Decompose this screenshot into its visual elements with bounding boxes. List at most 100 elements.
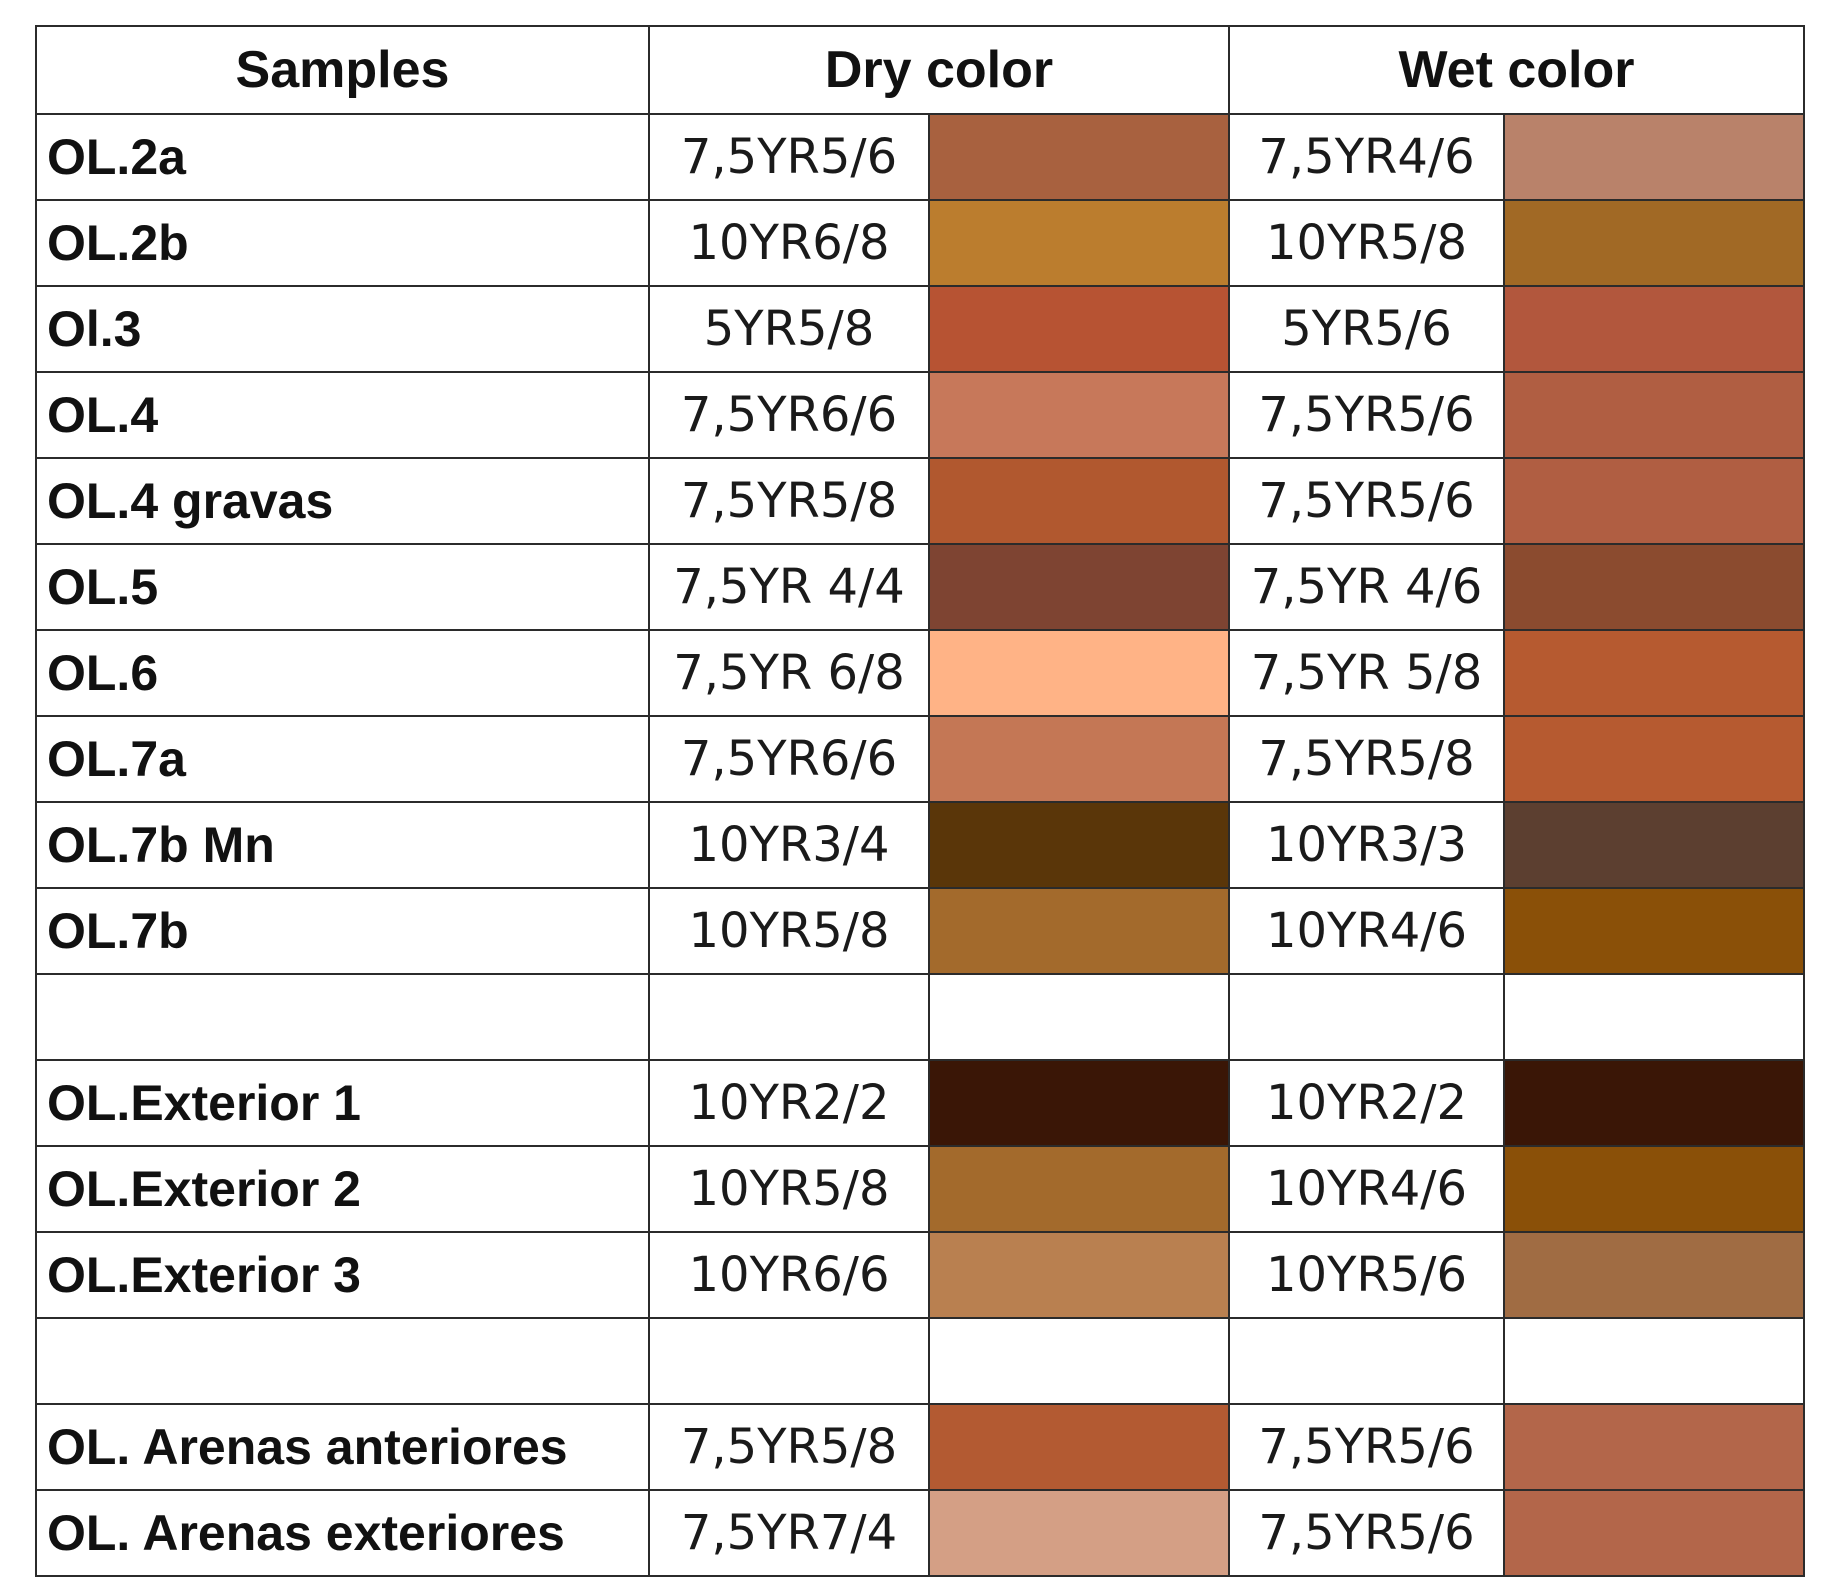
- wet-color-swatch[interactable]: [1505, 459, 1805, 543]
- wet-color-swatch[interactable]: [1505, 631, 1805, 715]
- table-row: OL.6 7,5YR 6/8 7,5YR 5/8: [35, 631, 1805, 717]
- table-row: OL.Exterior 1 10YR2/2 10YR2/2: [35, 1061, 1805, 1147]
- wet-code-cell[interactable]: 7,5YR4/6: [1230, 115, 1505, 199]
- table-row: OL.7a 7,5YR6/6 7,5YR5/8: [35, 717, 1805, 803]
- wet-code-cell[interactable]: 10YR4/6: [1230, 1147, 1505, 1231]
- color-table: Samples Dry color Wet color OL.2a 7,5YR5/…: [35, 25, 1805, 1577]
- sample-name-cell[interactable]: OL.Exterior 2: [35, 1147, 650, 1231]
- wet-color-swatch[interactable]: [1505, 717, 1805, 801]
- dry-color-swatch[interactable]: [930, 1319, 1230, 1403]
- sample-name-cell[interactable]: OL.7a: [35, 717, 650, 801]
- header-samples: Samples: [35, 27, 650, 113]
- table-row: OL.2b 10YR6/8 10YR5/8: [35, 201, 1805, 287]
- wet-code-cell[interactable]: 10YR5/8: [1230, 201, 1505, 285]
- dry-code-cell[interactable]: 7,5YR5/6: [650, 115, 930, 199]
- wet-color-swatch[interactable]: [1505, 803, 1805, 887]
- dry-code-cell[interactable]: 7,5YR5/8: [650, 459, 930, 543]
- wet-color-swatch[interactable]: [1505, 1491, 1805, 1575]
- wet-code-cell[interactable]: 7,5YR 5/8: [1230, 631, 1505, 715]
- dry-color-swatch[interactable]: [930, 1061, 1230, 1145]
- wet-code-cell[interactable]: 10YR4/6: [1230, 889, 1505, 973]
- dry-color-swatch[interactable]: [930, 545, 1230, 629]
- header-dry-color: Dry color: [650, 27, 1230, 113]
- wet-color-swatch[interactable]: [1505, 1147, 1805, 1231]
- dry-code-cell[interactable]: 10YR3/4: [650, 803, 930, 887]
- table-row: OL.7b 10YR5/8 10YR4/6: [35, 889, 1805, 975]
- wet-color-swatch[interactable]: [1505, 545, 1805, 629]
- wet-code-cell[interactable]: 10YR2/2: [1230, 1061, 1505, 1145]
- wet-code-cell[interactable]: [1230, 975, 1505, 1059]
- dry-code-cell[interactable]: 7,5YR 4/4: [650, 545, 930, 629]
- dry-color-swatch[interactable]: [930, 631, 1230, 715]
- table-body: OL.2a 7,5YR5/6 7,5YR4/6 OL.2b 10YR6/8 10YR5/8…: [35, 115, 1805, 1577]
- wet-code-cell[interactable]: 7,5YR5/6: [1230, 373, 1505, 457]
- dry-code-cell[interactable]: 5YR5/8: [650, 287, 930, 371]
- wet-color-swatch[interactable]: [1505, 287, 1805, 371]
- sample-name-cell[interactable]: OL.6: [35, 631, 650, 715]
- dry-color-swatch[interactable]: [930, 1147, 1230, 1231]
- dry-code-cell[interactable]: 7,5YR6/6: [650, 717, 930, 801]
- dry-color-swatch[interactable]: [930, 803, 1230, 887]
- dry-code-cell[interactable]: 7,5YR6/6: [650, 373, 930, 457]
- sample-name-cell[interactable]: OL. Arenas anteriores: [35, 1405, 650, 1489]
- sample-name-cell[interactable]: OL.2b: [35, 201, 650, 285]
- sample-name-cell[interactable]: [35, 1319, 650, 1403]
- dry-color-swatch[interactable]: [930, 975, 1230, 1059]
- sample-name-cell[interactable]: OL. Arenas exteriores: [35, 1491, 650, 1575]
- dry-code-cell[interactable]: [650, 1319, 930, 1403]
- wet-code-cell[interactable]: 5YR5/6: [1230, 287, 1505, 371]
- sample-name-cell[interactable]: OL.Exterior 1: [35, 1061, 650, 1145]
- dry-code-cell[interactable]: 10YR5/8: [650, 889, 930, 973]
- sample-name-cell[interactable]: [35, 975, 650, 1059]
- table-row: OL. Arenas anteriores 7,5YR5/8 7,5YR5/6: [35, 1405, 1805, 1491]
- sample-name-cell[interactable]: OL.7b: [35, 889, 650, 973]
- wet-code-cell[interactable]: [1230, 1319, 1505, 1403]
- sample-name-cell[interactable]: OL.Exterior 3: [35, 1233, 650, 1317]
- wet-code-cell[interactable]: 10YR5/6: [1230, 1233, 1505, 1317]
- dry-color-swatch[interactable]: [930, 115, 1230, 199]
- dry-color-swatch[interactable]: [930, 287, 1230, 371]
- wet-code-cell[interactable]: 7,5YR5/6: [1230, 459, 1505, 543]
- sample-name-cell[interactable]: OL.7b Mn: [35, 803, 650, 887]
- sample-name-cell[interactable]: OL.5: [35, 545, 650, 629]
- blank-row: [35, 975, 1805, 1061]
- dry-color-swatch[interactable]: [930, 1405, 1230, 1489]
- wet-code-cell[interactable]: 10YR3/3: [1230, 803, 1505, 887]
- wet-code-cell[interactable]: 7,5YR5/6: [1230, 1405, 1505, 1489]
- dry-color-swatch[interactable]: [930, 717, 1230, 801]
- wet-color-swatch[interactable]: [1505, 201, 1805, 285]
- dry-code-cell[interactable]: [650, 975, 930, 1059]
- sample-name-cell[interactable]: Ol.3: [35, 287, 650, 371]
- blank-row: [35, 1319, 1805, 1405]
- dry-code-cell[interactable]: 7,5YR7/4: [650, 1491, 930, 1575]
- sample-name-cell[interactable]: OL.4 gravas: [35, 459, 650, 543]
- table-row: Ol.3 5YR5/8 5YR5/6: [35, 287, 1805, 373]
- table-row: OL.2a 7,5YR5/6 7,5YR4/6: [35, 115, 1805, 201]
- dry-code-cell[interactable]: 10YR2/2: [650, 1061, 930, 1145]
- dry-color-swatch[interactable]: [930, 373, 1230, 457]
- dry-code-cell[interactable]: 7,5YR5/8: [650, 1405, 930, 1489]
- dry-color-swatch[interactable]: [930, 459, 1230, 543]
- wet-color-swatch[interactable]: [1505, 373, 1805, 457]
- dry-color-swatch[interactable]: [930, 1491, 1230, 1575]
- wet-code-cell[interactable]: 7,5YR 4/6: [1230, 545, 1505, 629]
- wet-color-swatch[interactable]: [1505, 1405, 1805, 1489]
- dry-code-cell[interactable]: 10YR6/8: [650, 201, 930, 285]
- wet-code-cell[interactable]: 7,5YR5/6: [1230, 1491, 1505, 1575]
- sample-name-cell[interactable]: OL.2a: [35, 115, 650, 199]
- dry-color-swatch[interactable]: [930, 889, 1230, 973]
- dry-code-cell[interactable]: 10YR5/8: [650, 1147, 930, 1231]
- wet-color-swatch[interactable]: [1505, 975, 1805, 1059]
- wet-code-cell[interactable]: 7,5YR5/8: [1230, 717, 1505, 801]
- wet-color-swatch[interactable]: [1505, 889, 1805, 973]
- dry-color-swatch[interactable]: [930, 1233, 1230, 1317]
- dry-code-cell[interactable]: 10YR6/6: [650, 1233, 930, 1317]
- wet-color-swatch[interactable]: [1505, 1233, 1805, 1317]
- sample-name-cell[interactable]: OL.4: [35, 373, 650, 457]
- wet-color-swatch[interactable]: [1505, 115, 1805, 199]
- dry-code-cell[interactable]: 7,5YR 6/8: [650, 631, 930, 715]
- table-row: OL.4 gravas 7,5YR5/8 7,5YR5/6: [35, 459, 1805, 545]
- dry-color-swatch[interactable]: [930, 201, 1230, 285]
- wet-color-swatch[interactable]: [1505, 1061, 1805, 1145]
- wet-color-swatch[interactable]: [1505, 1319, 1805, 1403]
